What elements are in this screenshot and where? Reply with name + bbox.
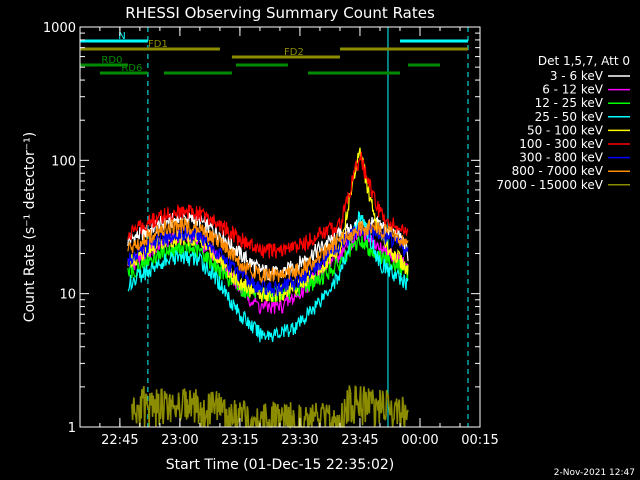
chart-title: RHESSI Observing Summary Count Rates xyxy=(125,4,435,22)
band-n-label: N xyxy=(118,31,125,42)
legend-item-100-300-kev: 100 - 300 keV xyxy=(519,137,603,151)
legend-item-3-6-kev: 3 - 6 keV xyxy=(550,69,604,83)
y-axis-label: Count Rate (s⁻¹ detector⁻¹) xyxy=(22,132,38,322)
series-800-7000-kev-line xyxy=(127,217,409,284)
legend-item-12-25-kev: 12 - 25 keV xyxy=(535,96,604,110)
axes: 22:45 23:00 23:15 23:30 23:45 00:00 00:15 1 10 10… xyxy=(43,21,499,448)
x-axis-label: Start Time (01-Dec-15 22:35:02) xyxy=(166,457,394,473)
x-tick-label: 00:00 xyxy=(401,433,438,448)
legend-item-50-100-kev: 50 - 100 keV xyxy=(527,123,604,137)
series-25-50-kev-line xyxy=(127,210,409,343)
x-tick-label: 23:30 xyxy=(281,433,318,448)
x-tick-label: 23:45 xyxy=(341,433,378,448)
band-fd1-label: FD1 xyxy=(148,39,168,50)
legend-item-6-12-kev: 6 - 12 keV xyxy=(542,83,604,97)
x-tick-label: 22:45 xyxy=(101,433,138,448)
y-tick-label: 10 xyxy=(59,288,76,303)
legend-item-300-800-kev: 300 - 800 keV xyxy=(519,151,603,165)
y-tick-label: 1 xyxy=(68,421,76,436)
x-tick-label: 00:15 xyxy=(461,433,498,448)
footer-date: 2-Nov-2021 12:47 xyxy=(554,468,635,478)
series-100-300-kev-line xyxy=(127,151,409,259)
x-tick-label: 23:00 xyxy=(161,433,198,448)
y-tick-label: 100 xyxy=(51,154,76,169)
series-layer xyxy=(127,147,409,430)
legend-item-7000-15000-kev: 7000 - 15000 keV xyxy=(496,178,603,192)
legend-item-800-7000-kev: 800 - 7000 keV xyxy=(512,164,604,178)
legend-item-25-50-kev: 25 - 50 keV xyxy=(535,110,604,124)
band-fd2-label: FD2 xyxy=(284,47,304,58)
y-tick-label: 1000 xyxy=(43,21,76,36)
band-rd0-label: RD0 xyxy=(101,55,122,66)
x-tick-label: 23:15 xyxy=(221,433,258,448)
band-rd6-label: RD6 xyxy=(121,63,142,74)
legend-title: Det 1,5,7, Att 0 xyxy=(538,54,630,68)
